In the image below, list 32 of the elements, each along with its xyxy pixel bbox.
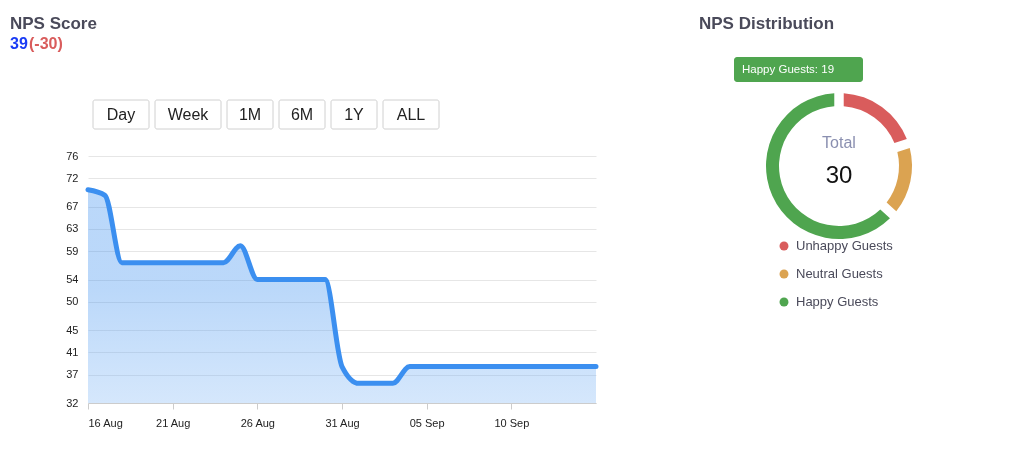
x-tick-label: 21 Aug xyxy=(156,416,191,429)
chart-subtitle: 39(-30) xyxy=(10,35,63,52)
y-tick-label: 41 xyxy=(66,345,79,358)
x-tick-label: 31 Aug xyxy=(325,416,360,429)
y-tick-label: 37 xyxy=(66,368,79,381)
y-tick-label: 76 xyxy=(66,149,79,162)
y-tick-label: 72 xyxy=(66,171,79,184)
y-tick-label: 63 xyxy=(66,222,79,235)
y-tick-label: 50 xyxy=(66,295,79,308)
x-tick-label: 05 Sep xyxy=(409,416,445,429)
chart-title: NPS Score xyxy=(10,14,97,33)
x-tick-label: 26 Aug xyxy=(240,416,275,429)
y-tick-label: 59 xyxy=(66,244,79,257)
x-tick-label: 10 Sep xyxy=(494,416,530,429)
chart-title: NPS Distribution xyxy=(699,14,835,33)
y-tick-label: 32 xyxy=(66,396,79,409)
text: Total xyxy=(822,134,856,151)
legend-label: Happy Guests xyxy=(796,294,879,309)
text: 30 xyxy=(825,161,853,188)
text: 1Y xyxy=(344,106,365,123)
legend-label: Neutral Guests xyxy=(796,266,884,281)
text: 6M xyxy=(290,106,314,123)
y-tick-label: 54 xyxy=(66,273,79,285)
y-tick-label: 67 xyxy=(66,200,79,213)
data-label: Happy Guests: 19 xyxy=(742,63,835,75)
text: ALL xyxy=(396,106,426,123)
y-tick-label: 45 xyxy=(66,323,79,336)
text: 1M xyxy=(238,106,262,123)
text: Day xyxy=(106,106,136,123)
text: Week xyxy=(167,106,210,123)
legend-label: Unhappy Guests xyxy=(796,238,894,253)
x-tick-label: 16 Aug xyxy=(88,416,123,429)
